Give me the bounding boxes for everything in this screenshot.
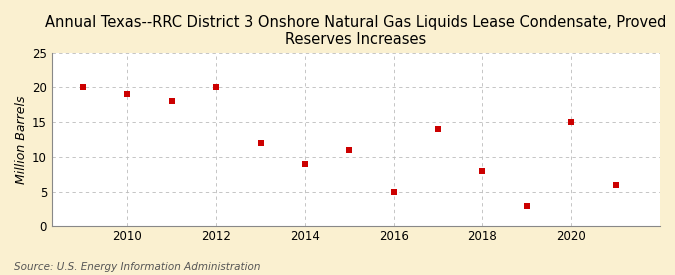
Point xyxy=(433,127,443,131)
Text: Source: U.S. Energy Information Administration: Source: U.S. Energy Information Administ… xyxy=(14,262,260,272)
Point xyxy=(344,148,354,152)
Point xyxy=(78,85,88,90)
Point xyxy=(522,203,533,208)
Point xyxy=(255,141,266,145)
Point xyxy=(566,120,576,124)
Point xyxy=(122,92,133,97)
Point xyxy=(166,99,177,104)
Point xyxy=(388,189,399,194)
Point xyxy=(211,85,221,90)
Y-axis label: Million Barrels: Million Barrels xyxy=(15,95,28,184)
Point xyxy=(610,183,621,187)
Point xyxy=(477,169,488,173)
Point xyxy=(300,162,310,166)
Title: Annual Texas--RRC District 3 Onshore Natural Gas Liquids Lease Condensate, Prove: Annual Texas--RRC District 3 Onshore Nat… xyxy=(45,15,667,47)
